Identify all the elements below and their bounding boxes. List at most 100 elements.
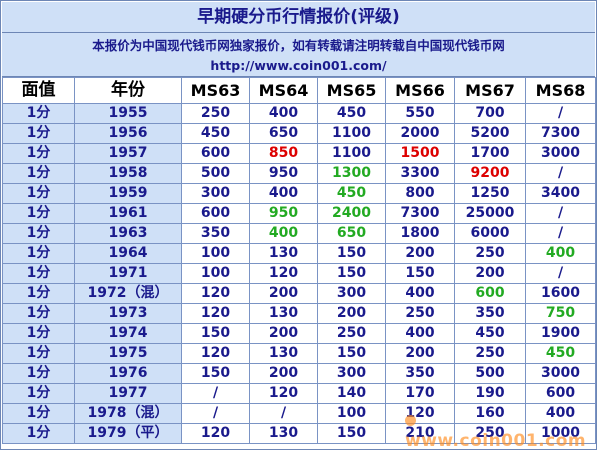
price-cell: 3300 (385, 163, 455, 184)
price-cell: 300 (181, 183, 250, 204)
price-cell: 600 (181, 143, 250, 164)
price-cell: 450 (181, 123, 250, 144)
year-cell: 1958 (74, 163, 182, 184)
price-cell: 170 (385, 383, 455, 404)
table-row: 1分 1978（混） //100 120 160 400 (2, 403, 596, 424)
notice-text: 本报价为中国现代钱币网独家报价，如有转载请注明转载自中国现代钱币网 (92, 38, 505, 53)
year-cell: 1961 (74, 203, 182, 224)
price-cell: 400 (525, 243, 596, 264)
price-cell: 650 (317, 223, 386, 244)
price-cell: 450 (525, 343, 596, 364)
price-cell: 120 (249, 263, 318, 284)
price-cell: 2000 (385, 123, 455, 144)
price-cell: 2400 (317, 203, 386, 224)
price-cell: 300 (317, 363, 386, 384)
column-header-ms68: MS68 (525, 77, 596, 104)
denomination-cell: 1分 (2, 363, 75, 384)
column-header-ms64: MS64 (249, 77, 318, 104)
table-row: 1分 1959 300 400 450 800 1250 3400 (2, 183, 596, 204)
price-cell: 950 (249, 203, 318, 224)
price-cell: 950 (249, 163, 318, 184)
table-row: 1分 1964 100 130 150 200 250 400 (2, 243, 596, 264)
denomination-cell: 1分 (2, 423, 75, 444)
price-cell: 400 (249, 183, 318, 204)
price-cell: 300 (317, 283, 386, 304)
table-row: 1分 1976 150 200 300 350 500 3000 (2, 363, 596, 384)
price-cell: 200 (317, 303, 386, 324)
column-header-ms63: MS63 (181, 77, 250, 104)
price-cell: 350 (181, 223, 250, 244)
price-cell: 140 (317, 383, 386, 404)
price-cell: 150 (181, 363, 250, 384)
price-cell: 130 (249, 303, 318, 324)
price-cell: 150 (317, 423, 386, 444)
denomination-cell: 1分 (2, 223, 75, 244)
year-cell: 1976 (74, 363, 182, 384)
price-cell: 500 (454, 363, 526, 384)
column-header-ms65: MS65 (317, 77, 386, 104)
price-cell: 130 (249, 243, 318, 264)
price-cell: / (525, 223, 596, 244)
table-row: 1分 1955 250 400 450 550 700/ (2, 103, 596, 124)
denomination-cell: 1分 (2, 403, 75, 424)
price-cell: 250 (385, 303, 455, 324)
price-cell: 500 (181, 163, 250, 184)
year-cell: 1972（混） (74, 283, 182, 304)
column-header-ms66: MS66 (385, 77, 455, 104)
denomination-cell: 1分 (2, 243, 75, 264)
price-cell: 120 (181, 423, 250, 444)
price-cell: 1100 (317, 143, 386, 164)
price-cell: 850 (249, 143, 318, 164)
table-row: 1分 1974 150 200 250 400 450 1900 (2, 323, 596, 344)
price-cell: 200 (249, 283, 318, 304)
table-row: 1分 1971 100 120 150 150 200/ (2, 263, 596, 284)
table-row: 1分 1973 120 130 200 250 350 750 (2, 303, 596, 324)
price-cell: 250 (454, 243, 526, 264)
price-cell: 120 (181, 343, 250, 364)
price-cell: 200 (249, 323, 318, 344)
price-cell: 25000 (454, 203, 526, 224)
website-link[interactable]: http://www.coin001.com/ (210, 58, 387, 73)
denomination-cell: 1分 (2, 383, 75, 404)
price-cell: 150 (385, 263, 455, 284)
price-cell: 1300 (317, 163, 386, 184)
price-cell: 200 (385, 343, 455, 364)
price-cell: 1900 (525, 323, 596, 344)
table-row: 1分 1956 450 650 1100 2000 5200 7300 (2, 123, 596, 144)
price-cell: / (525, 263, 596, 284)
price-cell: 7300 (385, 203, 455, 224)
year-cell: 1964 (74, 243, 182, 264)
price-cell: 150 (317, 263, 386, 284)
price-cell: 130 (249, 343, 318, 364)
price-cell: 150 (317, 343, 386, 364)
column-header-ms67: MS67 (454, 77, 526, 104)
price-cell: 9200 (454, 163, 526, 184)
price-cell: 750 (525, 303, 596, 324)
price-cell: 200 (454, 263, 526, 284)
price-cell: 1600 (525, 283, 596, 304)
price-cell: 450 (454, 323, 526, 344)
denomination-cell: 1分 (2, 283, 75, 304)
price-cell: 200 (385, 243, 455, 264)
price-cell: 130 (249, 423, 318, 444)
price-cell: 400 (385, 283, 455, 304)
price-cell: 150 (181, 323, 250, 344)
price-cell: 120 (385, 403, 455, 424)
price-cell: 6000 (454, 223, 526, 244)
price-cell: 7300 (525, 123, 596, 144)
price-cell: 250 (317, 323, 386, 344)
price-cell: 160 (454, 403, 526, 424)
price-cell: / (525, 103, 596, 124)
price-cell: 550 (385, 103, 455, 124)
denomination-cell: 1分 (2, 163, 75, 184)
table-row: 1分 1961 600 950 2400 7300 25000/ (2, 203, 596, 224)
price-cell: 400 (525, 403, 596, 424)
price-cell: 210 (385, 423, 455, 444)
price-cell: 450 (317, 103, 386, 124)
year-cell: 1971 (74, 263, 182, 284)
price-cell: 150 (317, 243, 386, 264)
table-row: 1分 1957 600 850 1100 1500 1700 3000 (2, 143, 596, 164)
denomination-cell: 1分 (2, 203, 75, 224)
price-cell: 600 (454, 283, 526, 304)
price-cell: / (525, 163, 596, 184)
